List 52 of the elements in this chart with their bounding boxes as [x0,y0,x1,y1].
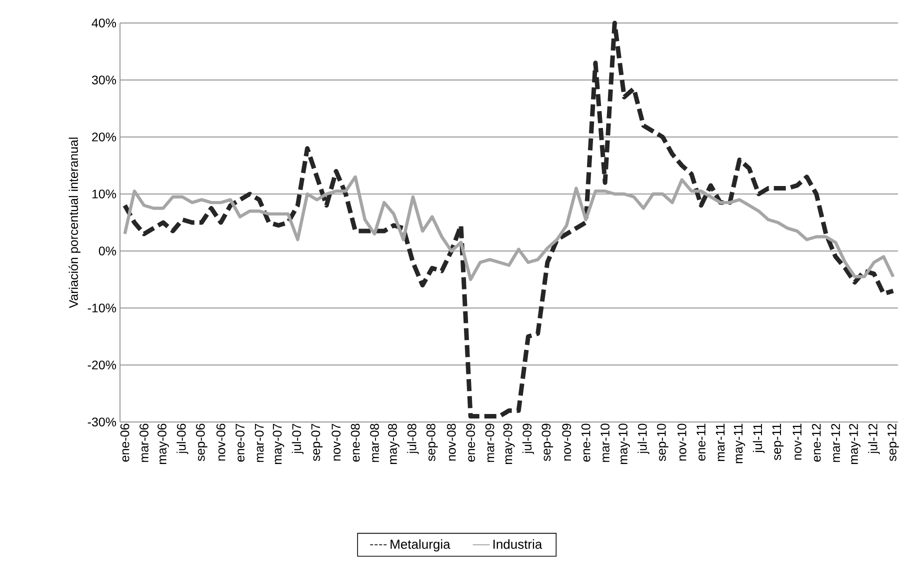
x-tick-label: may-06 [158,424,169,464]
x-tick-label: sep-08 [426,424,438,462]
x-tick-label: jul-07 [292,424,304,454]
y-tick-label: 30% [92,76,116,84]
x-tick-label: ene-11 [696,424,706,461]
x-tick-label: jul-11 [752,424,765,454]
x-tick-label: may-07 [272,424,284,464]
x-tick-label: may-12 [849,424,860,464]
y-tick-label: 20% [92,132,116,142]
x-tick-label: sep-07 [311,424,323,462]
x-tick-label: mar-08 [370,424,379,462]
x-tick-label: ene-12 [812,424,821,462]
x-tick-label: may-10 [618,424,630,464]
x-tick-label: sep-09 [542,424,554,462]
y-tick-label: 10% [92,190,116,198]
x-tick-label: mar-09 [485,424,494,462]
x-tick-label: mar-07 [254,424,264,462]
y-tick-label: -10% [88,304,116,312]
legend-label: Metalurgia [390,539,450,552]
x-tick-label: nov-06 [216,424,226,461]
x-tick-label: mar-11 [716,424,725,462]
x-tick-label: nov-10 [677,424,686,461]
x-tick-label: may-08 [388,424,400,464]
x-tick-label: jul-09 [522,424,534,454]
y-tick-label: 0% [98,246,116,256]
y-tick-label: 40% [92,18,116,28]
x-tick-label: jul-12 [868,424,880,454]
x-tick-label: nov-11 [792,424,802,460]
x-tick-label: sep-12 [888,424,899,462]
x-tick-label: ene-10 [581,424,590,462]
x-tick-label: jul-08 [407,424,419,454]
x-tick-label: mar-12 [831,424,840,462]
x-tick-label: mar-06 [140,424,148,462]
x-tick-label: jul-06 [176,424,188,454]
x-tick-label: ene-08 [350,424,360,462]
x-tick-label: sep-11 [772,424,784,460]
x-tick-label: may-09 [503,424,515,464]
x-tick-label: sep-10 [657,424,668,462]
x-tick-label: ene-07 [236,424,244,462]
x-tick-label: may-11 [734,424,746,464]
y-tick-label: -30% [88,418,116,426]
x-tick-label: mar-10 [600,424,610,462]
x-tick-label: jul-10 [638,424,650,454]
x-tick-label: sep-06 [196,424,208,462]
legend-label: Industria [493,539,542,549]
y-tick-label: -20% [88,360,116,370]
x-tick-label: nov-07 [332,424,341,461]
x-tick-label: ene-06 [120,424,130,462]
y-axis-title: Variación porcentual interanual [68,138,80,308]
x-tick-label: nov-09 [562,424,572,461]
x-tick-label: nov-08 [446,424,456,461]
x-tick-label: ene-09 [466,424,476,462]
